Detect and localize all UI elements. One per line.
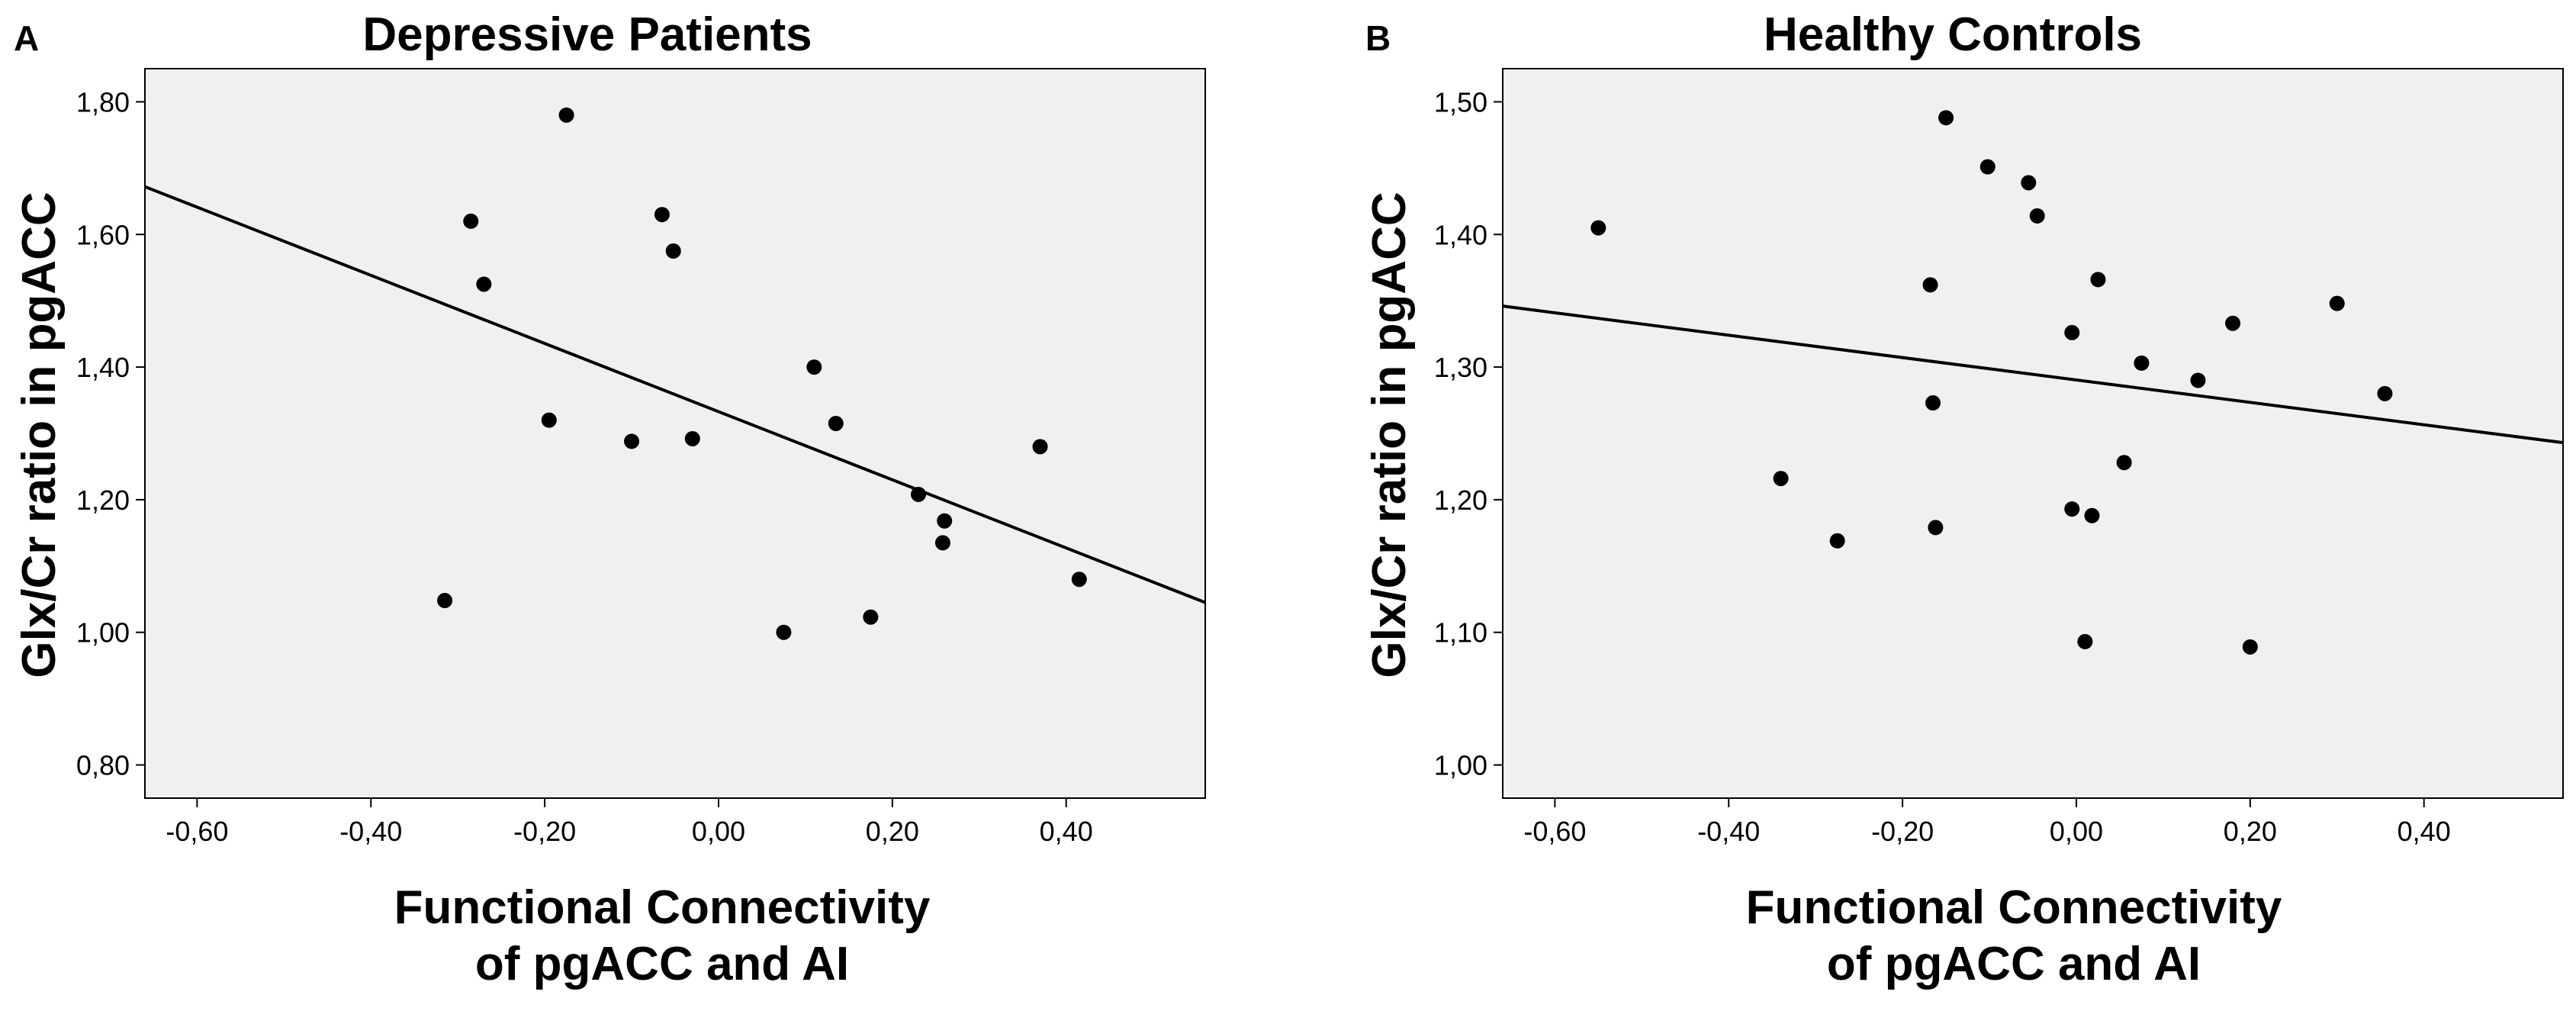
data-point-a: [1032, 439, 1048, 455]
axis-ticks-a: -0,60 -0,40 -0,20 0,00 0,20 0,40 0,80 1,00 1,20 1…: [76, 86, 1093, 847]
chart-title-a: Depressive Patients: [362, 8, 812, 61]
data-point-a: [476, 276, 492, 292]
x-tick-label-a: 0,20: [866, 816, 919, 847]
x-tick-label-b: 0,00: [2050, 816, 2103, 847]
data-point-b: [2064, 501, 2080, 517]
x-tick-label-b: 0,20: [2224, 816, 2277, 847]
y-axis-label-a: Glx/Cr ratio in pgACC: [13, 192, 66, 678]
data-point-a: [911, 486, 927, 502]
axis-ticks-b: -0,60 -0,40 -0,20 0,00 0,20 0,40 1,00 1,10 1,20 1…: [1434, 86, 2451, 847]
regression-line-b: [1502, 304, 2564, 445]
data-point-b: [1925, 395, 1941, 411]
x-axis-label-line2-b: of pgACC and AI: [1827, 938, 2201, 990]
data-point-b: [2190, 372, 2206, 388]
x-axis-label-line1-b: Functional Connectivity: [1746, 881, 2282, 934]
y-tick-label-a: 1,00: [76, 617, 130, 649]
x-tick-label-a: 0,00: [692, 816, 745, 847]
data-point-a: [934, 535, 950, 551]
data-point-b: [1590, 220, 1606, 236]
data-point-a: [937, 513, 953, 529]
data-point-a: [684, 430, 700, 446]
data-point-a: [806, 359, 822, 375]
data-point-b: [2084, 507, 2100, 523]
data-point-b: [1773, 471, 1789, 487]
panel-b: B Healthy Controls -0,60 -0,40 -0,20 0,00 0,…: [1363, 8, 2564, 990]
data-point-a: [665, 243, 681, 259]
panel-a: A Depressive Patients -0,60 -0,40 -0,20 0,0…: [13, 8, 1206, 990]
fit-line-group-b: [1502, 304, 2564, 445]
y-tick-label-b: 1,00: [1434, 750, 1487, 781]
y-tick-label-b: 1,30: [1434, 352, 1487, 383]
data-point-b: [2377, 385, 2393, 401]
x-axis-label-line1-a: Functional Connectivity: [394, 881, 931, 934]
data-point-a: [654, 207, 670, 223]
fit-line-group-a: [144, 185, 1206, 604]
x-tick-label-b: -0,60: [1523, 816, 1586, 847]
x-axis-label-line2-a: of pgACC and AI: [475, 938, 849, 990]
plot-area-b: [1502, 68, 2564, 799]
y-tick-label-b: 1,40: [1434, 219, 1487, 250]
data-point-b: [2225, 315, 2241, 331]
data-point-b: [1829, 533, 1845, 549]
data-point-a: [1071, 572, 1087, 588]
data-point-b: [2029, 208, 2045, 224]
y-axis-label-b: Glx/Cr ratio in pgACC: [1363, 192, 1416, 678]
data-point-b: [2064, 324, 2080, 340]
data-point-a: [463, 213, 479, 229]
data-point-b: [2116, 455, 2132, 471]
y-tick-label-a: 1,40: [76, 352, 130, 383]
plot-area-a: [144, 68, 1206, 799]
y-tick-label-b: 1,20: [1434, 485, 1487, 516]
data-point-b: [2242, 639, 2258, 655]
data-point-a: [558, 107, 574, 123]
y-tick-label-a: 1,60: [76, 219, 130, 250]
data-point-b: [2090, 272, 2106, 288]
data-point-b: [1928, 520, 1944, 536]
data-point-a: [437, 593, 453, 609]
data-point-b: [1922, 277, 1938, 293]
data-point-a: [624, 433, 640, 449]
data-point-a: [828, 415, 844, 431]
y-tick-label-a: 1,80: [76, 86, 130, 118]
data-point-b: [1938, 110, 1954, 126]
panel-letter-b: B: [1365, 18, 1391, 58]
data-point-a: [776, 624, 792, 640]
panel-letter-a: A: [14, 18, 39, 58]
x-tick-label-a: -0,40: [339, 816, 402, 847]
data-point-b: [2077, 633, 2093, 649]
points-group-b: [1590, 110, 2393, 655]
data-point-a: [541, 412, 557, 428]
points-group-a: [437, 107, 1087, 640]
x-tick-label-a: 0,40: [1040, 816, 1093, 847]
x-tick-label-b: -0,40: [1697, 816, 1760, 847]
data-point-b: [2021, 175, 2037, 191]
y-tick-label-a: 0,80: [76, 750, 130, 781]
chart-title-b: Healthy Controls: [1764, 8, 2142, 61]
y-tick-label-b: 1,50: [1434, 86, 1487, 118]
x-tick-label-b: -0,20: [1871, 816, 1934, 847]
data-point-b: [2329, 295, 2345, 311]
x-tick-label-a: -0,60: [166, 816, 228, 847]
y-tick-label-a: 1,20: [76, 485, 130, 516]
data-point-b: [1979, 159, 1996, 175]
data-point-b: [2134, 355, 2150, 371]
x-tick-label-a: -0,20: [513, 816, 576, 847]
y-tick-label-b: 1,10: [1434, 617, 1487, 649]
x-tick-label-b: 0,40: [2398, 816, 2451, 847]
regression-line-a: [144, 185, 1206, 604]
data-point-a: [863, 609, 879, 625]
